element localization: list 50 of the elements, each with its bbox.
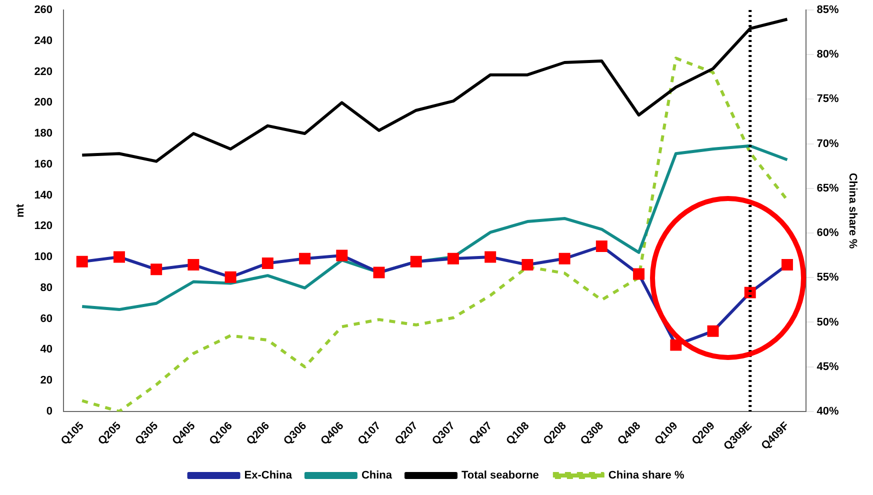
- point: [633, 268, 645, 280]
- y-tick-label: 80: [40, 282, 53, 294]
- point: [224, 271, 236, 283]
- y2-tick-label: 85%: [816, 4, 840, 16]
- y2-tick-label: 40%: [816, 405, 840, 418]
- point: [781, 259, 793, 271]
- legend-label: Ex-China: [244, 470, 293, 482]
- y2-tick-label: 45%: [816, 360, 840, 373]
- legend-label: China: [361, 470, 393, 482]
- y-tick-label: 180: [34, 128, 53, 140]
- y-tick-label: 20: [40, 374, 53, 387]
- point: [336, 250, 348, 262]
- y-tick-label: 200: [34, 96, 53, 109]
- point: [150, 264, 162, 276]
- point: [484, 251, 496, 263]
- y2-axis-title: China share %: [846, 172, 858, 249]
- point: [299, 252, 311, 264]
- y2-tick-label: 50%: [816, 316, 840, 328]
- y-tick-label: 120: [34, 220, 53, 232]
- point: [113, 251, 125, 263]
- y-tick-label: 160: [34, 158, 53, 170]
- y-tick-label: 60: [40, 312, 53, 325]
- y2-tick-label: 60%: [816, 227, 840, 240]
- point: [522, 259, 534, 271]
- y2-tick-label: 70%: [816, 138, 840, 150]
- legend-label: Total seaborne: [462, 470, 539, 482]
- point: [410, 256, 422, 268]
- line-series: [80, 56, 789, 412]
- y-tick-label: 240: [34, 34, 53, 47]
- point: [670, 339, 682, 351]
- y2-tick-label: 75%: [816, 93, 840, 106]
- y-tick-label: 100: [34, 251, 53, 264]
- y2-tick-label: 55%: [816, 272, 840, 284]
- legend-label: China share %: [608, 470, 684, 482]
- point: [596, 240, 608, 252]
- y-tick-label: 140: [34, 189, 53, 202]
- point: [447, 252, 459, 264]
- y-tick-label: 0: [46, 405, 53, 418]
- y-tick-label: 220: [34, 66, 53, 78]
- y-axis-title: mt: [14, 204, 27, 218]
- y-tick-label: 260: [34, 4, 53, 16]
- point: [707, 325, 719, 337]
- point: [76, 256, 88, 268]
- y-tick-label: 40: [40, 344, 53, 356]
- point: [558, 252, 570, 264]
- y2-tick-label: 65%: [816, 182, 840, 194]
- point: [188, 259, 200, 271]
- point: [262, 257, 274, 269]
- y2-tick-label: 80%: [816, 48, 840, 61]
- point: [373, 266, 385, 278]
